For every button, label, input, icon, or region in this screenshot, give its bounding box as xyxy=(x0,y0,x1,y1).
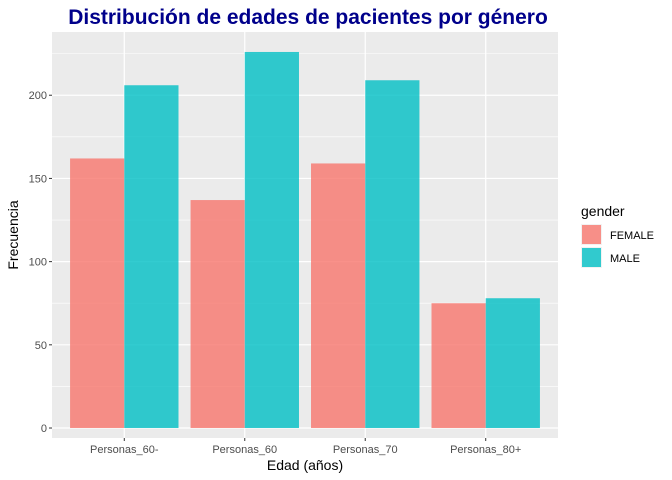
legend-label-female: FEMALE xyxy=(610,230,654,242)
bar-female-1 xyxy=(70,158,125,429)
y-tick-label: 50 xyxy=(35,340,47,352)
x-tick-label: Personas_60 xyxy=(212,444,277,456)
bar-male-2 xyxy=(244,51,299,429)
bar-male-1 xyxy=(124,85,179,429)
bar-female-2 xyxy=(190,200,245,429)
bar-female-4 xyxy=(431,303,486,429)
y-tick-label: 200 xyxy=(29,90,47,102)
legend-swatch-male xyxy=(582,248,601,267)
chart-title: Distribución de edades de pacientes por … xyxy=(68,6,548,29)
y-axis-title: Frecuencia xyxy=(5,200,21,269)
bar-female-3 xyxy=(311,163,366,429)
legend-title: gender xyxy=(581,203,625,219)
bar-male-4 xyxy=(485,298,540,429)
legend-swatch-female xyxy=(582,225,601,244)
y-axis-ticks: 0 50 100 150 200 xyxy=(29,90,52,435)
y-tick-label: 0 xyxy=(41,423,47,435)
bars xyxy=(70,51,540,429)
legend-label-male: MALE xyxy=(610,253,640,265)
x-tick-label: Personas_80+ xyxy=(450,444,521,456)
y-tick-label: 150 xyxy=(29,173,47,185)
x-axis-title: Edad (años) xyxy=(267,457,343,473)
y-tick-label: 100 xyxy=(29,257,47,269)
legend: gender FEMALE MALE xyxy=(581,203,654,268)
x-axis-ticks: Personas_60- Personas_60 Personas_70 Person… xyxy=(90,438,521,456)
x-tick-label: Personas_70 xyxy=(333,444,398,456)
bar-male-3 xyxy=(365,80,420,429)
x-tick-label: Personas_60- xyxy=(90,444,159,456)
